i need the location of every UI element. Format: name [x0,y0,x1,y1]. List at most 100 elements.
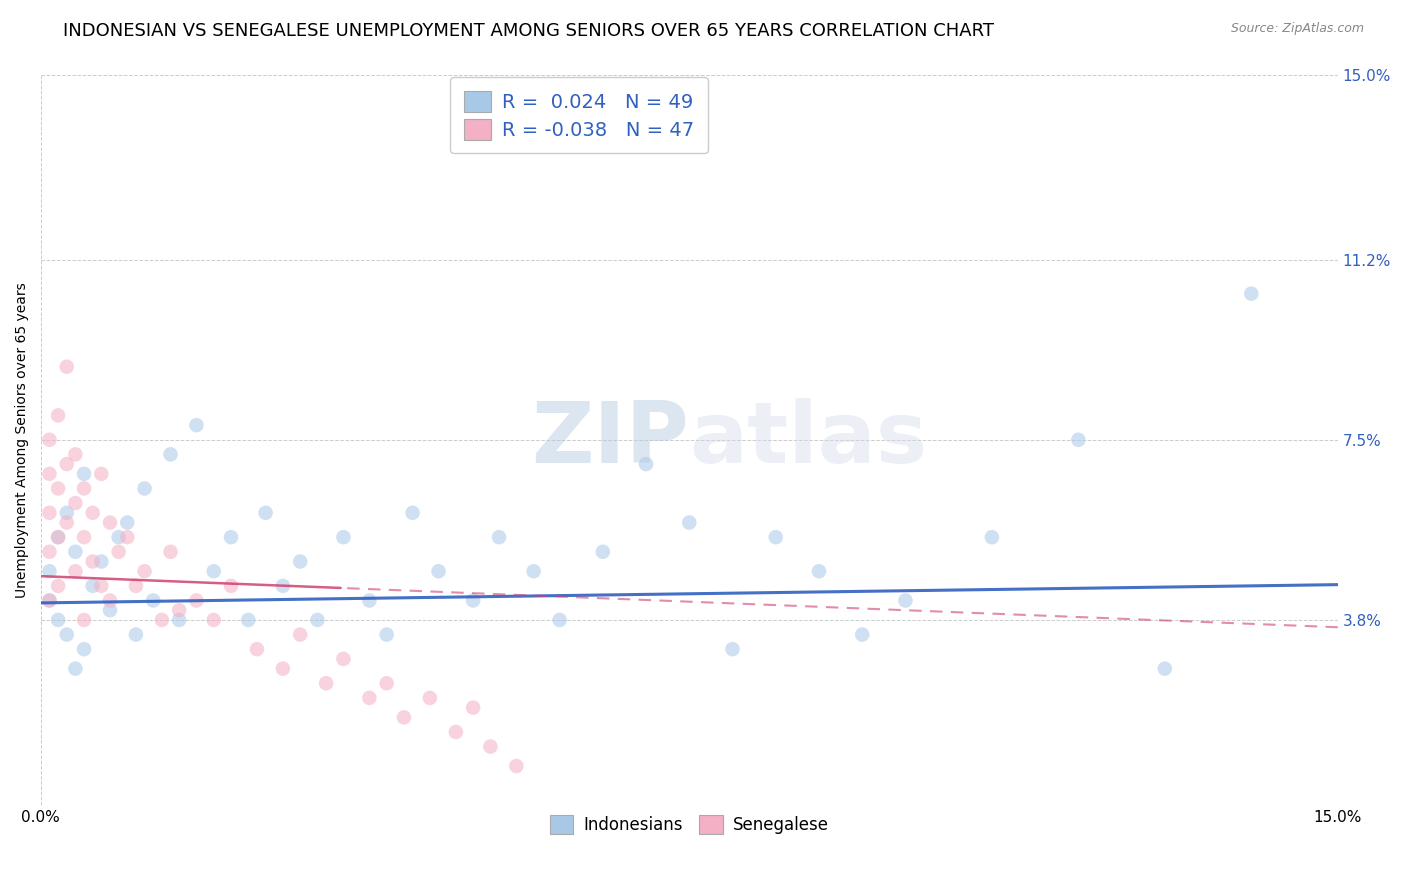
Point [375,676,398,690]
Point [82,506,104,520]
Point [46,482,69,496]
Point [167,603,190,617]
Point [219,530,242,544]
Point [332,530,354,544]
Point [55,506,77,520]
Point [55,516,77,530]
Point [142,593,165,607]
Point [55,359,77,374]
Point [427,564,450,578]
Point [46,530,69,544]
Point [38,564,60,578]
Point [65,447,87,461]
Point [1240,286,1263,301]
Point [38,467,60,481]
Point [186,593,208,607]
Point [159,545,181,559]
Point [807,564,830,578]
Point [359,690,381,705]
Point [38,433,60,447]
Point [307,613,329,627]
Point [125,579,148,593]
Point [202,564,225,578]
Point [73,482,96,496]
Point [186,418,208,433]
Point [65,662,87,676]
Point [523,564,546,578]
Point [134,564,156,578]
Point [90,467,112,481]
Point [634,457,657,471]
Point [592,545,614,559]
Point [894,593,917,607]
Point [134,482,156,496]
Point [463,593,485,607]
Point [73,467,96,481]
Point [73,642,96,657]
Point [107,530,129,544]
Point [65,545,87,559]
Point [46,530,69,544]
Y-axis label: Unemployment Among Seniors over 65 years: Unemployment Among Seniors over 65 years [15,282,30,598]
Point [375,627,398,641]
Text: ZIP: ZIP [531,398,689,482]
Point [505,759,527,773]
Point [290,627,312,641]
Text: Source: ZipAtlas.com: Source: ZipAtlas.com [1230,22,1364,36]
Point [38,545,60,559]
Point [246,642,269,657]
Point [479,739,502,754]
Point [219,579,242,593]
Point [38,593,60,607]
Point [271,662,294,676]
Point [46,613,69,627]
Point [90,554,112,568]
Point [90,579,112,593]
Point [980,530,1002,544]
Point [548,613,571,627]
Text: atlas: atlas [689,398,928,482]
Point [107,545,129,559]
Point [46,579,69,593]
Point [851,627,873,641]
Point [1153,662,1175,676]
Point [167,613,190,627]
Point [65,564,87,578]
Point [150,613,173,627]
Point [392,710,415,724]
Point [444,725,467,739]
Point [254,506,277,520]
Point [488,530,510,544]
Point [98,593,121,607]
Point [55,457,77,471]
Point [82,579,104,593]
Point [38,506,60,520]
Point [1067,433,1090,447]
Point [463,700,485,714]
Point [202,613,225,627]
Point [290,554,312,568]
Point [159,447,181,461]
Point [82,554,104,568]
Point [98,516,121,530]
Point [419,690,441,705]
Point [65,496,87,510]
Point [98,603,121,617]
Legend: Indonesians, Senegalese: Indonesians, Senegalese [540,805,839,844]
Point [401,506,423,520]
Point [38,593,60,607]
Point [678,516,700,530]
Point [238,613,260,627]
Point [765,530,787,544]
Point [721,642,744,657]
Point [73,613,96,627]
Point [125,627,148,641]
Point [46,409,69,423]
Point [117,516,139,530]
Point [55,627,77,641]
Point [117,530,139,544]
Point [359,593,381,607]
Point [271,579,294,593]
Point [73,530,96,544]
Point [315,676,337,690]
